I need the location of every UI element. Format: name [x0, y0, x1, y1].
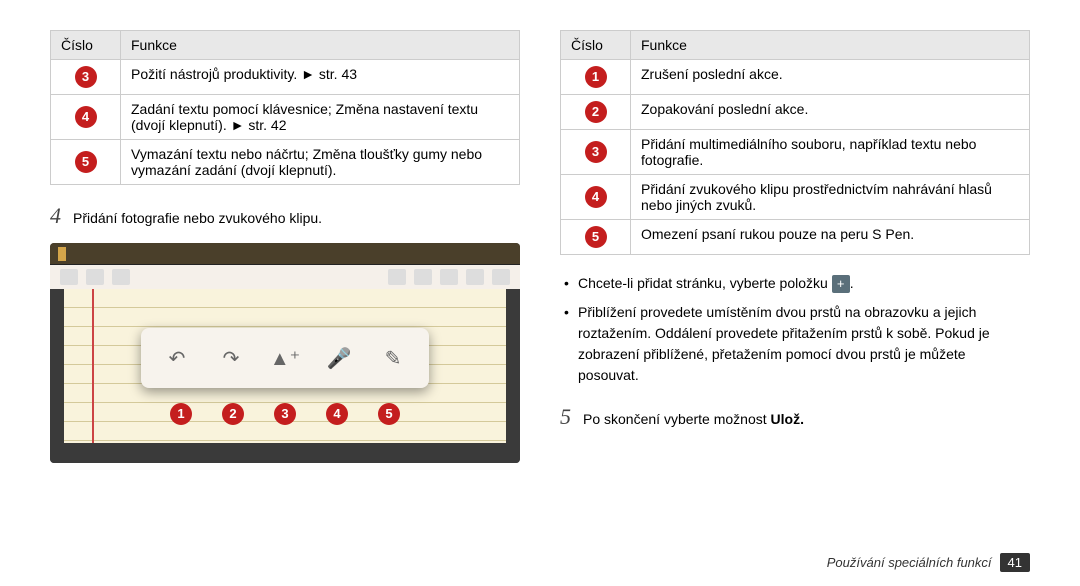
- table-row: 3 Požití nástrojů produktivity. ► str. 4…: [51, 60, 520, 95]
- step-number: 5: [560, 404, 571, 430]
- redo-icon: ↷: [213, 340, 249, 376]
- callout-badge: 4: [326, 403, 348, 425]
- number-badge: 4: [75, 106, 97, 128]
- number-badge: 5: [585, 226, 607, 248]
- microphone-icon: 🎤: [321, 340, 357, 376]
- number-badge: 1: [585, 66, 607, 88]
- step-text: Po skončení vyberte možnost Ulož.: [583, 411, 804, 427]
- step-5: 5 Po skončení vyberte možnost Ulož.: [560, 404, 1030, 430]
- step-4: 4 Přidání fotografie nebo zvukového klip…: [50, 203, 520, 229]
- pen-icon: ✎: [375, 340, 411, 376]
- function-desc: Zrušení poslední akce.: [631, 60, 1030, 95]
- number-badge: 5: [75, 151, 97, 173]
- step-text: Přidání fotografie nebo zvukového klipu.: [73, 210, 322, 226]
- left-function-table: Číslo Funkce 3 Požití nástrojů produktiv…: [50, 30, 520, 185]
- app-screenshot: ↶ ↷ ▲⁺ 🎤 ✎ 1 2 3 4 5: [50, 243, 520, 463]
- col-header-number: Číslo: [51, 31, 121, 60]
- function-desc: Požití nástrojů produktivity. ► str. 43: [121, 60, 520, 95]
- right-function-table: Číslo Funkce 1 Zrušení poslední akce. 2 …: [560, 30, 1030, 255]
- function-desc: Přidání zvukového klipu prostřednictvím …: [631, 175, 1030, 220]
- number-badge: 4: [585, 186, 607, 208]
- add-page-icon: +: [832, 275, 850, 293]
- function-desc: Přidání multimediálního souboru, napříkl…: [631, 130, 1030, 175]
- left-column: Číslo Funkce 3 Požití nástrojů produktiv…: [50, 30, 520, 540]
- table-row: 2 Zopakování poslední akce.: [561, 95, 1030, 130]
- screenshot-header: [50, 243, 520, 265]
- function-desc: Omezení psaní rukou pouze na peru S Pen.: [631, 220, 1030, 255]
- callout-badge: 5: [378, 403, 400, 425]
- col-header-function: Funkce: [121, 31, 520, 60]
- table-row: 4 Zadání textu pomocí klávesnice; Změna …: [51, 95, 520, 140]
- table-row: 5 Vymazání textu nebo náčrtu; Změna tlou…: [51, 140, 520, 185]
- table-row: 5 Omezení psaní rukou pouze na peru S Pe…: [561, 220, 1030, 255]
- screenshot-footer: [50, 445, 520, 463]
- callout-row: 1 2 3 4 5: [170, 403, 400, 425]
- footer-text: Používání speciálních funkcí: [827, 555, 992, 570]
- col-header-function: Funkce: [631, 31, 1030, 60]
- undo-icon: ↶: [159, 340, 195, 376]
- callout-badge: 1: [170, 403, 192, 425]
- table-row: 4 Přidání zvukového klipu prostřednictví…: [561, 175, 1030, 220]
- page-number: 41: [1000, 553, 1030, 572]
- step-number: 4: [50, 203, 61, 229]
- callout-badge: 3: [274, 403, 296, 425]
- bullet-text: Chcete-li přidat stránku, vyberte položk…: [578, 275, 832, 291]
- function-desc: Vymazání textu nebo náčrtu; Změna tloušť…: [121, 140, 520, 185]
- list-item: Přiblížení provedete umístěním dvou prst…: [560, 302, 1030, 386]
- tips-list: Chcete-li přidat stránku, vyberte položk…: [560, 273, 1030, 386]
- list-item: Chcete-li přidat stránku, vyberte položk…: [560, 273, 1030, 294]
- function-desc: Zadání textu pomocí klávesnice; Změna na…: [121, 95, 520, 140]
- table-row: 3 Přidání multimediálního souboru, napří…: [561, 130, 1030, 175]
- number-badge: 2: [585, 101, 607, 123]
- callout-badge: 2: [222, 403, 244, 425]
- page-footer: Používání speciálních funkcí 41: [827, 553, 1030, 572]
- image-add-icon: ▲⁺: [267, 340, 303, 376]
- tool-popup: ↶ ↷ ▲⁺ 🎤 ✎: [141, 328, 429, 388]
- col-header-number: Číslo: [561, 31, 631, 60]
- number-badge: 3: [75, 66, 97, 88]
- table-row: 1 Zrušení poslední akce.: [561, 60, 1030, 95]
- right-column: Číslo Funkce 1 Zrušení poslední akce. 2 …: [560, 30, 1030, 540]
- function-desc: Zopakování poslední akce.: [631, 95, 1030, 130]
- screenshot-toolbar: [50, 265, 520, 289]
- number-badge: 3: [585, 141, 607, 163]
